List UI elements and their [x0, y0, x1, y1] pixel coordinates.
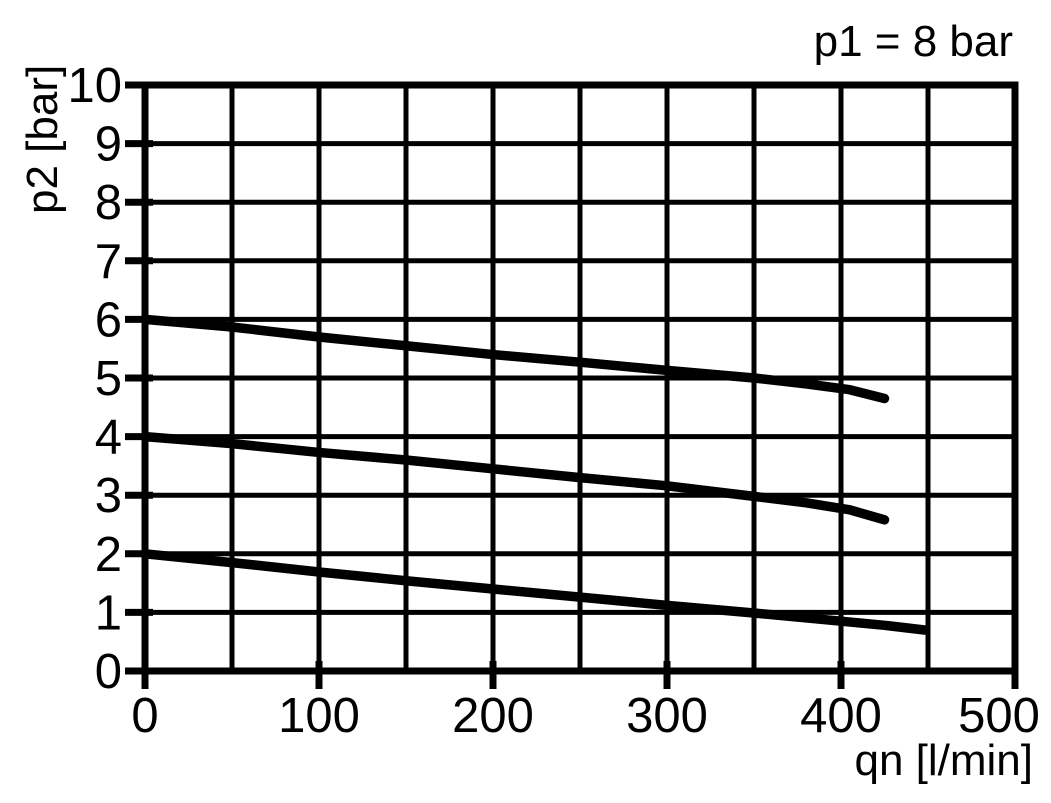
y-tick-label: 3 [95, 469, 122, 523]
x-tick-label: 500 [958, 689, 1040, 743]
curve-1 [140, 314, 890, 404]
y-tick-label: 8 [95, 176, 122, 230]
curve-2 [140, 431, 890, 525]
x-axis-label: qn [l/min] [854, 736, 1033, 785]
y-tick-label: 9 [95, 118, 122, 172]
x-tick-label: 200 [452, 689, 534, 743]
x-tick-label: 100 [278, 689, 360, 743]
curve-3 [140, 549, 930, 635]
y-tick-label: 4 [95, 411, 122, 465]
y-tick-label: 10 [67, 59, 122, 113]
y-tick-label: 6 [95, 293, 122, 347]
y-tick-label: 7 [95, 235, 122, 289]
x-tick-label: 400 [800, 689, 882, 743]
x-tick-label: 0 [131, 689, 158, 743]
x-tick-label: 300 [626, 689, 708, 743]
y-tick-label: 1 [95, 586, 122, 640]
y-tick-label: 2 [95, 528, 122, 582]
chart-title: p1 = 8 bar [813, 17, 1013, 66]
y-tick-label: 5 [95, 352, 122, 406]
y-tick-label: 0 [95, 645, 122, 699]
